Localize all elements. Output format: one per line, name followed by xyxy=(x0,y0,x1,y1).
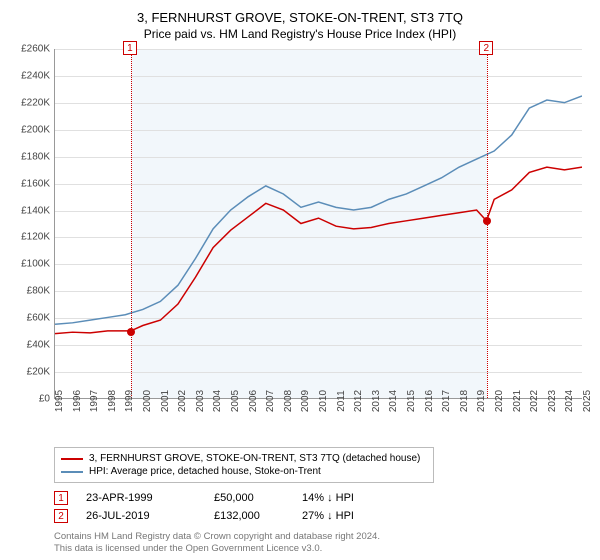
x-tick-label: 2016 xyxy=(424,390,435,412)
x-tick-label: 2000 xyxy=(142,390,153,412)
legend-item: HPI: Average price, detached house, Stok… xyxy=(61,465,427,478)
legend-swatch xyxy=(61,471,83,473)
plot-inner xyxy=(54,49,582,399)
x-tick-label: 2012 xyxy=(353,390,364,412)
sales-pct: 27% ↓ HPI xyxy=(302,510,402,522)
legend-label: HPI: Average price, detached house, Stok… xyxy=(89,466,321,477)
y-tick-label: £140K xyxy=(21,205,50,216)
x-tick-label: 1995 xyxy=(54,390,65,412)
x-tick-label: 2021 xyxy=(512,390,523,412)
x-tick-label: 2005 xyxy=(230,390,241,412)
x-tick-label: 2023 xyxy=(547,390,558,412)
x-tick-label: 2022 xyxy=(529,390,540,412)
x-tick-label: 2025 xyxy=(582,390,593,412)
x-tick-label: 2019 xyxy=(476,390,487,412)
x-tick-label: 2014 xyxy=(388,390,399,412)
x-tick-label: 2008 xyxy=(283,390,294,412)
series-hpi xyxy=(55,96,582,324)
x-axis: 1995199619971998199920002001200220032004… xyxy=(54,399,582,439)
legend-label: 3, FERNHURST GROVE, STOKE-ON-TRENT, ST3 … xyxy=(89,453,420,464)
marker-badge-1: 1 xyxy=(123,41,137,55)
sales-pct: 14% ↓ HPI xyxy=(302,492,402,504)
x-tick-label: 2010 xyxy=(318,390,329,412)
y-tick-label: £120K xyxy=(21,232,50,243)
x-tick-label: 2006 xyxy=(248,390,259,412)
y-tick-label: £180K xyxy=(21,151,50,162)
footer-line2: This data is licensed under the Open Gov… xyxy=(54,543,582,555)
x-tick-label: 2007 xyxy=(265,390,276,412)
y-tick-label: £100K xyxy=(21,259,50,270)
x-tick-label: 2013 xyxy=(371,390,382,412)
plot-area: £0£20K£40K£60K£80K£100K£120K£140K£160K£1… xyxy=(54,49,582,399)
line-series-svg xyxy=(55,49,582,398)
sales-price: £132,000 xyxy=(214,510,284,522)
y-tick-label: £80K xyxy=(27,286,50,297)
chart-subtitle: Price paid vs. HM Land Registry's House … xyxy=(18,27,582,41)
x-tick-label: 2017 xyxy=(441,390,452,412)
y-tick-label: £160K xyxy=(21,178,50,189)
x-tick-label: 2002 xyxy=(177,390,188,412)
y-tick-label: £0 xyxy=(39,394,50,405)
x-tick-label: 2020 xyxy=(494,390,505,412)
footer: Contains HM Land Registry data © Crown c… xyxy=(54,531,582,556)
x-tick-label: 2004 xyxy=(212,390,223,412)
y-axis: £0£20K£40K£60K£80K£100K£120K£140K£160K£1… xyxy=(16,49,52,399)
sales-price: £50,000 xyxy=(214,492,284,504)
legend-item: 3, FERNHURST GROVE, STOKE-ON-TRENT, ST3 … xyxy=(61,452,427,465)
x-tick-label: 1999 xyxy=(124,390,135,412)
sales-row: 2 26-JUL-2019 £132,000 27% ↓ HPI xyxy=(54,507,582,525)
chart-container: 3, FERNHURST GROVE, STOKE-ON-TRENT, ST3 … xyxy=(0,0,600,560)
sales-badge: 1 xyxy=(54,491,68,505)
legend-swatch xyxy=(61,458,83,460)
series-price_paid xyxy=(55,167,582,333)
y-tick-label: £20K xyxy=(27,367,50,378)
sales-date: 26-JUL-2019 xyxy=(86,510,196,522)
y-tick-label: £200K xyxy=(21,124,50,135)
x-tick-label: 2015 xyxy=(406,390,417,412)
x-tick-label: 2011 xyxy=(336,390,347,412)
marker-dot-1 xyxy=(127,328,135,336)
y-tick-label: £60K xyxy=(27,313,50,324)
x-tick-label: 2024 xyxy=(564,390,575,412)
sales-table: 1 23-APR-1999 £50,000 14% ↓ HPI 2 26-JUL-2019… xyxy=(54,489,582,525)
sales-row: 1 23-APR-1999 £50,000 14% ↓ HPI xyxy=(54,489,582,507)
marker-badge-2: 2 xyxy=(479,41,493,55)
legend-box: 3, FERNHURST GROVE, STOKE-ON-TRENT, ST3 … xyxy=(54,447,434,483)
x-tick-label: 2001 xyxy=(160,390,171,412)
chart-title: 3, FERNHURST GROVE, STOKE-ON-TRENT, ST3 … xyxy=(18,10,582,25)
y-tick-label: £240K xyxy=(21,70,50,81)
x-tick-label: 1996 xyxy=(72,390,83,412)
y-tick-label: £260K xyxy=(21,44,50,55)
x-tick-label: 1998 xyxy=(107,390,118,412)
y-tick-label: £40K xyxy=(27,340,50,351)
marker-line-1 xyxy=(131,49,132,398)
x-tick-label: 2003 xyxy=(195,390,206,412)
sales-date: 23-APR-1999 xyxy=(86,492,196,504)
x-tick-label: 2018 xyxy=(459,390,470,412)
sales-badge: 2 xyxy=(54,509,68,523)
marker-dot-2 xyxy=(483,217,491,225)
footer-line1: Contains HM Land Registry data © Crown c… xyxy=(54,531,582,543)
y-tick-label: £220K xyxy=(21,97,50,108)
x-tick-label: 2009 xyxy=(300,390,311,412)
x-tick-label: 1997 xyxy=(89,390,100,412)
